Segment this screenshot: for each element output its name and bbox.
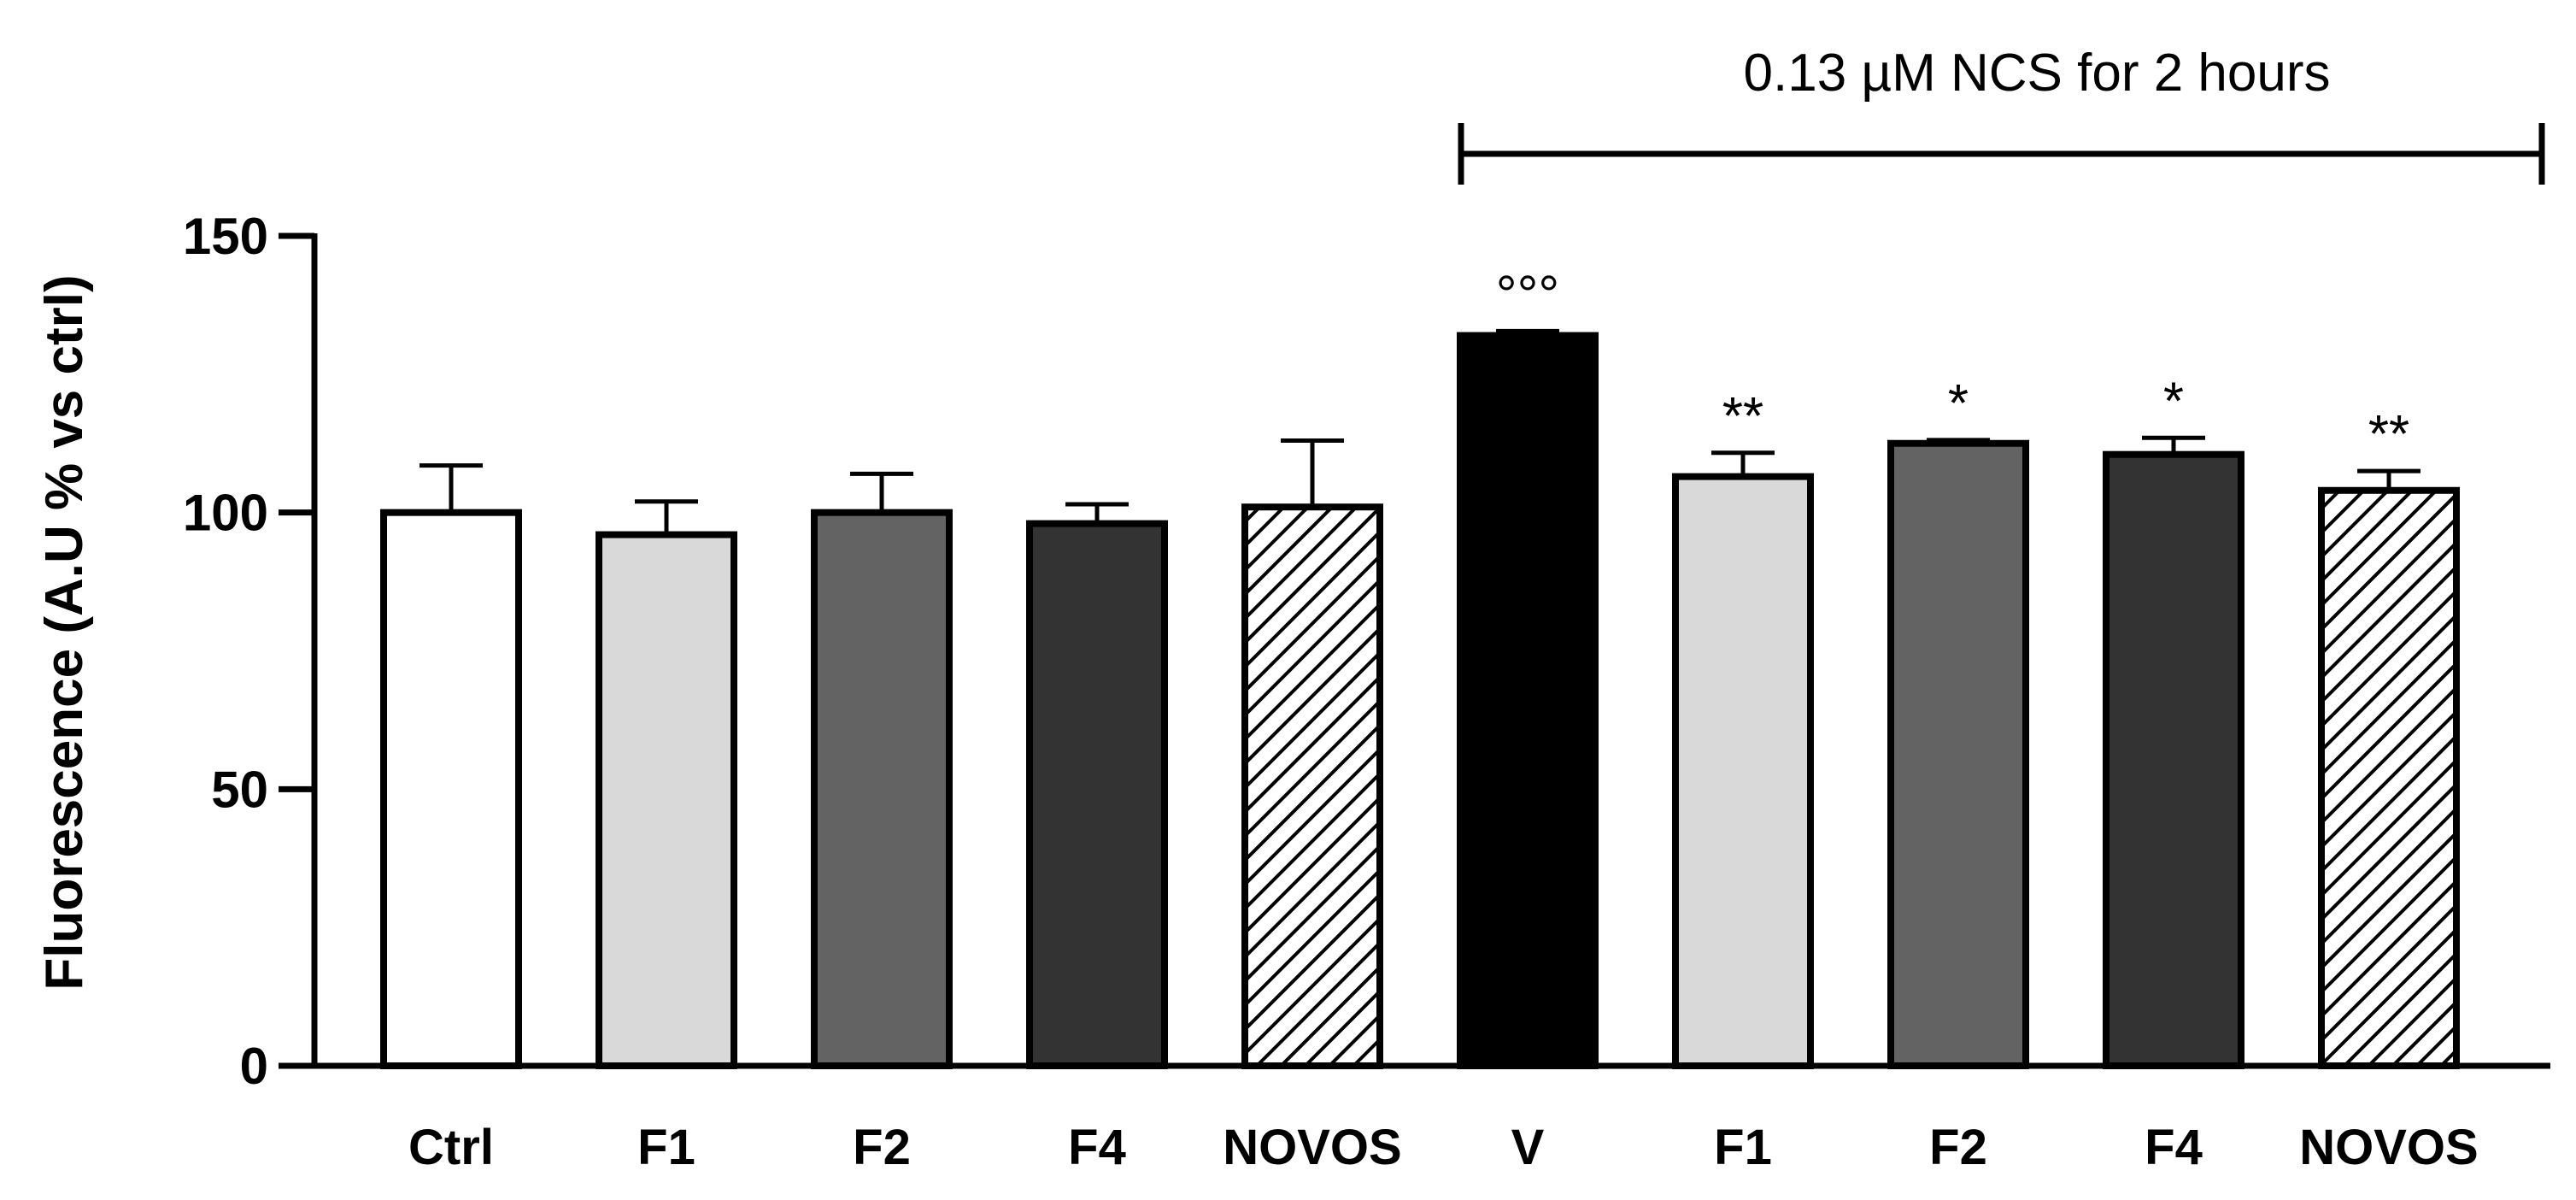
bar: [1241, 503, 1383, 1069]
y-axis-label: Fluorescence (A.U % vs ctrl): [35, 274, 94, 990]
significance-marker: *: [1948, 374, 1969, 433]
y-tick-label: 100: [183, 485, 268, 542]
bar: [1672, 473, 1814, 1069]
x-tick-label: F2: [1929, 1120, 1987, 1175]
bar: [2318, 486, 2460, 1069]
x-tick-label: NOVOS: [2299, 1120, 2479, 1175]
bar: [1457, 332, 1599, 1069]
labels: Ctrl F1 F2 F4 NOVOS V °°° F1 ** F2 * F4 * NOVOS **: [408, 265, 2479, 1175]
bar: [380, 509, 522, 1069]
significance-marker: **: [2368, 405, 2409, 464]
bars: [380, 332, 2460, 1069]
x-tick-label: F1: [637, 1120, 695, 1175]
y-tick-label: 50: [211, 761, 268, 818]
significance-marker: *: [2163, 372, 2184, 431]
bar: [1887, 439, 2029, 1069]
significance-marker: °°°: [1496, 265, 1559, 324]
x-tick-label: F4: [2145, 1120, 2203, 1175]
y-tick-label: 150: [183, 208, 268, 265]
bar: [811, 509, 953, 1069]
x-tick-label: NOVOS: [1223, 1120, 1402, 1175]
bar: [596, 531, 737, 1069]
x-tick-label: Ctrl: [408, 1120, 494, 1175]
x-tick-label: V: [1511, 1120, 1545, 1175]
bar: [2103, 450, 2244, 1069]
bar: [1026, 520, 1168, 1069]
x-tick-label: F4: [1068, 1120, 1126, 1175]
treatment-label: 0.13 µM NCS for 2 hours: [1744, 44, 2331, 103]
x-tick-label: F1: [1714, 1120, 1772, 1175]
x-tick-label: F2: [853, 1120, 911, 1175]
significance-marker: **: [1722, 387, 1763, 446]
y-tick-label: 0: [240, 1038, 268, 1095]
error-bars: [420, 328, 2421, 535]
